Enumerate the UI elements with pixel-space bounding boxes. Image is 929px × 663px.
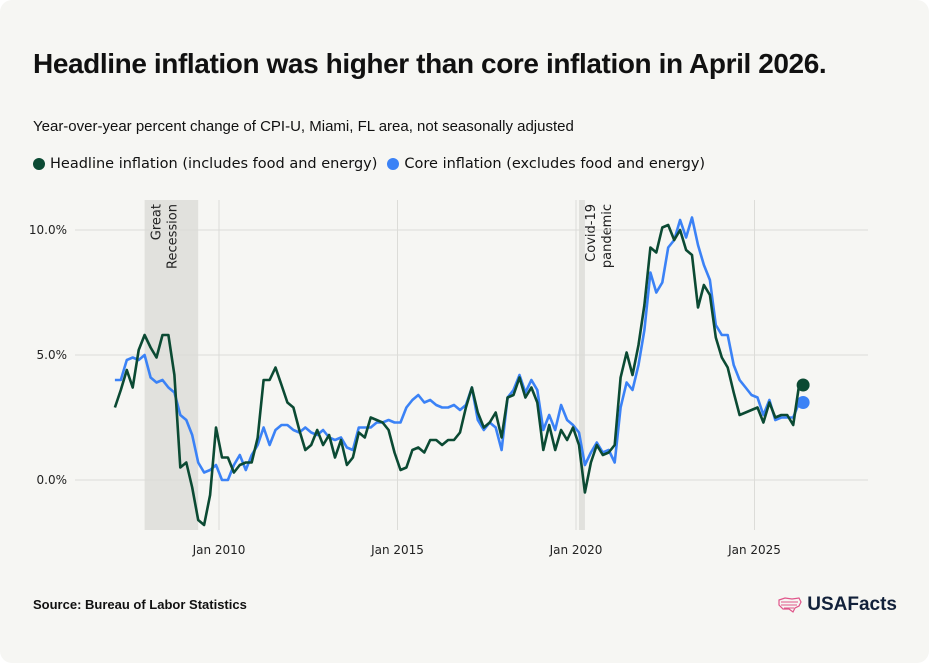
legend-item-headline: Headline inflation (includes food and en… [33,156,377,172]
legend-swatch-headline [33,158,45,170]
annotation-label-0: GreatRecession [150,204,181,269]
x-tick-label-1: Jan 2015 [370,543,424,557]
x-tick-label-0: Jan 2010 [192,543,246,557]
series-line-0 [113,223,801,527]
chart-subtitle: Year-over-year percent change of CPI-U, … [33,118,574,135]
x-tick-label-2: Jan 2020 [549,543,603,557]
series-line-1 [114,216,801,482]
source-note: Source: Bureau of Labor Statistics [33,597,247,612]
annotation-band-1 [578,200,585,530]
annotation-label-1: Covid-19pandemic [584,204,615,268]
us-flag-map-icon [778,597,802,613]
legend-label-headline: Headline inflation (includes food and en… [50,156,378,172]
chart-title: Headline inflation was higher than core … [33,48,827,79]
y-tick-label-0: 0.0% [37,473,68,487]
series-endpoint-0 [796,378,810,392]
legend-item-core: Core inflation (excludes food and energy… [387,156,705,172]
logo-text: USAFacts [807,594,897,615]
usafacts-logo: USAFacts [777,594,897,616]
series-endpoint-1 [796,396,810,409]
legend-swatch-core [387,158,400,170]
chart-legend: Headline inflation (includes food and en… [33,156,705,172]
y-tick-label-2: 10.0% [29,223,67,237]
legend-label-core: Core inflation (excludes food and energy… [404,156,706,172]
y-tick-label-1: 5.0% [37,348,68,362]
x-tick-label-3: Jan 2025 [727,543,781,557]
